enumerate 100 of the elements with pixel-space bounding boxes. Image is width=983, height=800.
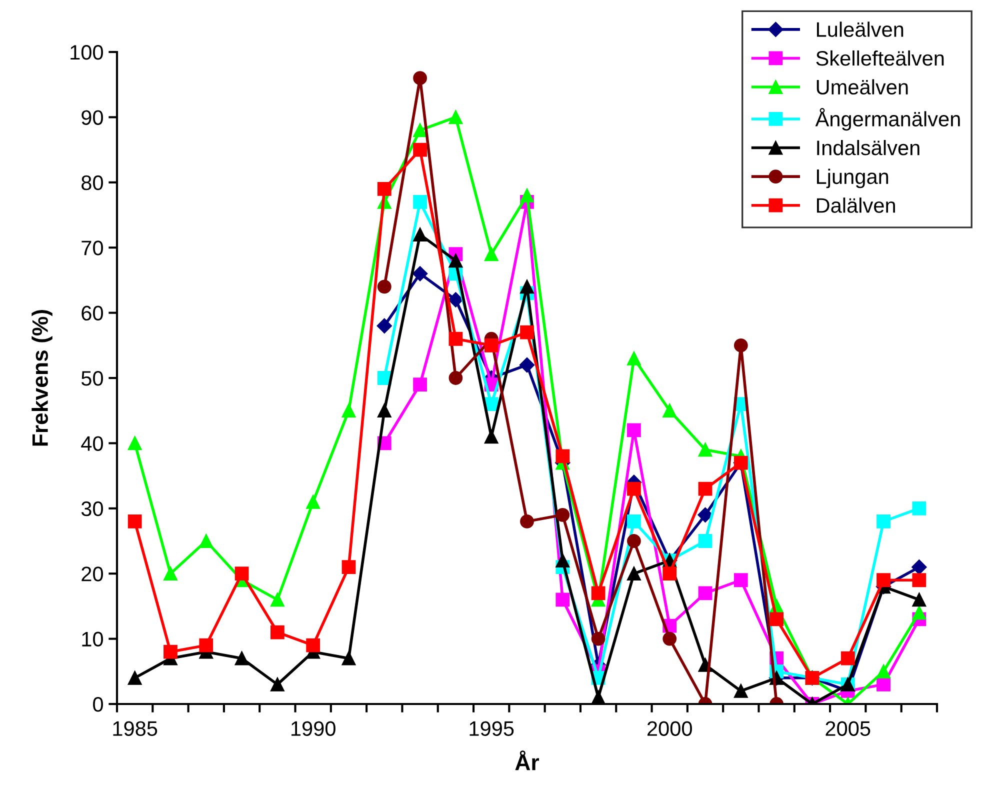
point: [770, 612, 784, 626]
point: [519, 357, 535, 373]
point: [876, 677, 890, 692]
point: [876, 573, 890, 588]
point: [627, 482, 641, 496]
point: [556, 449, 570, 464]
point: [199, 638, 214, 652]
point: [342, 404, 356, 418]
point: [627, 351, 641, 366]
point: [234, 566, 249, 581]
point: [234, 651, 249, 666]
x-axis-title: År: [515, 750, 540, 770]
point: [698, 507, 713, 522]
point: [484, 338, 498, 352]
point: [413, 228, 427, 242]
point: [484, 430, 498, 444]
y-tick-label: 80: [82, 175, 103, 190]
point: [840, 651, 855, 666]
legend-label: Indalsälven: [817, 140, 920, 156]
point: [128, 514, 142, 528]
point: [377, 182, 392, 196]
point: [448, 292, 464, 308]
legend-label: Luleälven: [816, 22, 904, 37]
point: [306, 494, 320, 509]
point: [591, 586, 606, 600]
point: [342, 651, 356, 666]
point: [270, 625, 284, 640]
point: [734, 684, 748, 698]
y-tick-label: 100: [70, 45, 103, 60]
y-tick-label: 40: [81, 436, 103, 451]
point: [662, 566, 677, 581]
legend-label: Dalälven: [816, 198, 895, 213]
point: [876, 664, 890, 678]
y-tick-label: 30: [81, 501, 103, 516]
point: [912, 560, 927, 575]
point: [342, 560, 356, 574]
point: [520, 514, 534, 528]
point: [484, 247, 498, 262]
legend-label: Ljungan: [816, 168, 888, 188]
point: [520, 325, 534, 340]
point: [164, 644, 178, 659]
point: [698, 442, 712, 457]
point: [627, 566, 641, 581]
point: [270, 677, 284, 692]
point: [448, 371, 463, 385]
point: [556, 554, 570, 568]
point: [662, 404, 677, 418]
point: [128, 436, 142, 450]
point: [270, 592, 284, 607]
point: [698, 586, 712, 600]
y-tick-label: 10: [82, 632, 103, 647]
point: [698, 482, 712, 496]
y-tick-label: 0: [93, 697, 103, 712]
x-tick-label: 2000: [647, 721, 692, 736]
point: [627, 514, 641, 528]
point: [627, 534, 641, 548]
point: [413, 142, 427, 157]
point: [164, 566, 178, 581]
legend-label: Ångermanälven: [815, 108, 960, 131]
y-tick-label: 20: [82, 566, 103, 582]
y-tick-label: 90: [82, 110, 103, 125]
point: [520, 280, 534, 294]
x-tick-label: 1990: [292, 721, 336, 736]
y-tick-label: 70: [82, 240, 103, 256]
point: [448, 254, 463, 268]
point: [912, 592, 926, 607]
point: [413, 378, 427, 392]
point: [912, 573, 926, 588]
legend-label: Skellefteälven: [816, 50, 944, 66]
point: [448, 332, 463, 346]
point: [662, 632, 677, 646]
point: [128, 670, 142, 685]
point: [412, 266, 428, 282]
y-tick-label: 50: [81, 371, 103, 386]
point: [734, 573, 748, 588]
point: [912, 501, 926, 516]
x-tick-label: 1995: [470, 721, 514, 736]
point: [413, 71, 427, 86]
point: [377, 280, 392, 294]
point: [698, 534, 712, 548]
point: [556, 592, 570, 607]
point: [627, 423, 641, 438]
point: [199, 534, 214, 548]
point: [912, 606, 926, 620]
x-tick-label: 2005: [826, 721, 870, 736]
point: [377, 404, 392, 418]
y-tick-label: 60: [82, 306, 103, 321]
point: [520, 188, 534, 202]
y-axis-title: Frekvens (%): [32, 310, 52, 446]
point: [556, 508, 570, 522]
x-tick-label: 1985: [113, 721, 158, 736]
point: [413, 123, 427, 138]
point: [448, 110, 463, 124]
legend-label: Umeälven: [816, 79, 908, 95]
point: [306, 638, 320, 652]
point: [734, 338, 748, 352]
point: [376, 318, 392, 334]
point: [591, 632, 606, 646]
point: [876, 514, 890, 528]
point: [413, 195, 427, 209]
